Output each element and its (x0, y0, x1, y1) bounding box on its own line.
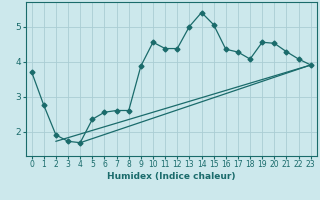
X-axis label: Humidex (Indice chaleur): Humidex (Indice chaleur) (107, 172, 236, 181)
